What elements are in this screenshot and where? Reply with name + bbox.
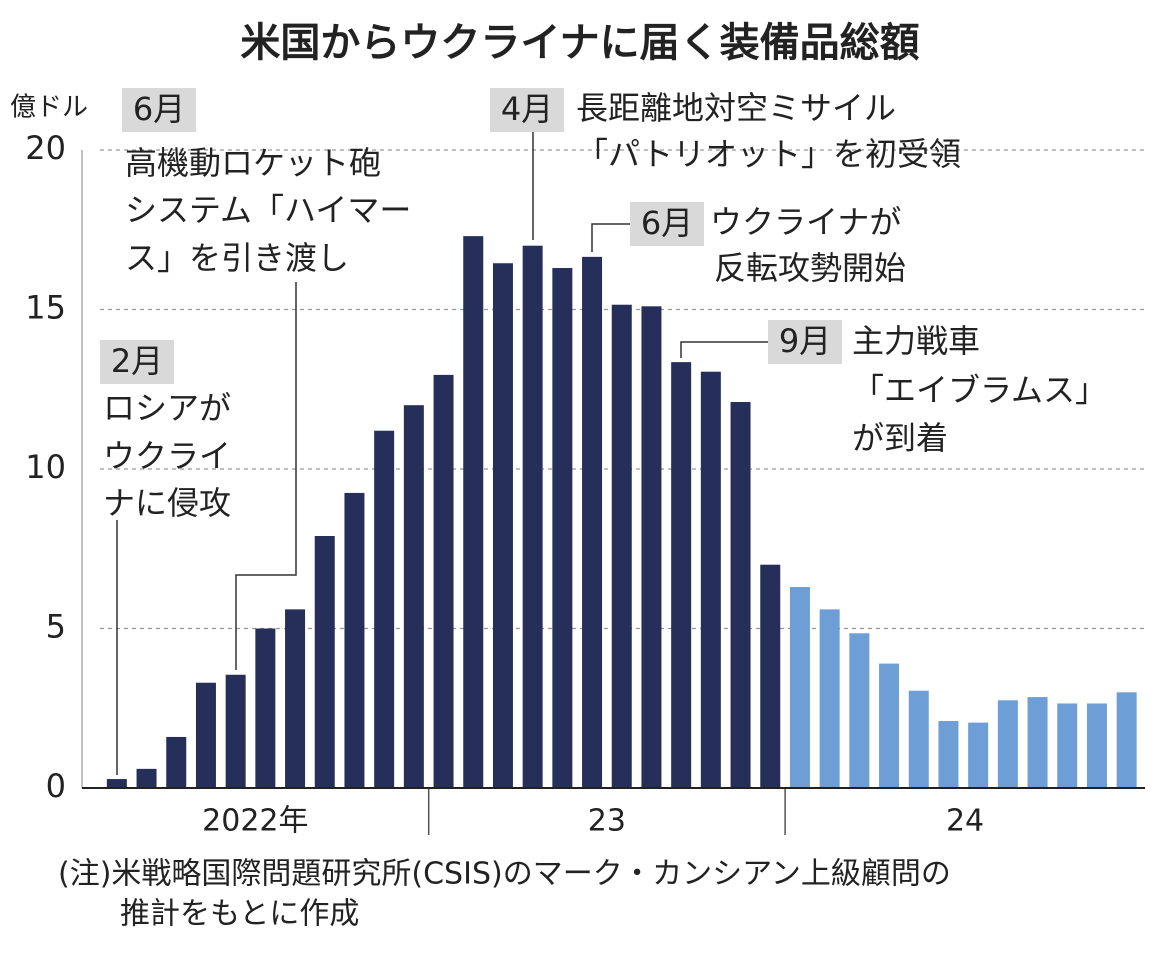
bar [968,722,989,788]
bar [166,736,187,788]
leader-line [591,223,630,252]
bar [374,430,395,788]
month-box [768,320,842,364]
annotation-text: 主力戦車 [852,322,980,360]
annotation-month: 2月 [111,342,163,380]
bar [314,535,335,788]
bar [611,304,632,788]
bar [938,721,959,788]
bar [285,609,306,788]
annotation-text: が到着 [852,419,948,457]
y-tick-label: 10 [25,448,66,486]
x-group-label: 24 [946,804,984,839]
annotation-text: 長距離地対空ミサイル [576,89,896,127]
bar [789,587,810,788]
y-tick-label: 20 [25,129,66,167]
annotation-text: ウクライナが [710,203,901,241]
bar [552,268,573,788]
month-box [100,340,174,384]
bar [255,628,276,788]
annotation-text: 「パトリオット」を初受領 [576,135,961,173]
bar [1057,703,1078,788]
bar [879,663,900,788]
y-unit: 億ドル [10,93,88,123]
leader-line [235,282,297,670]
annotation-text: ロシアが [103,389,231,427]
annotation-text: ウクライ [103,437,231,475]
bar [700,371,721,788]
y-tick-label: 15 [25,289,66,327]
annotation-month: 6月 [641,204,693,242]
annotation-text: システム「ハイマー [125,191,411,229]
bar [463,236,484,788]
y-tick-label: 0 [46,767,66,805]
annotation-month: 4月 [501,90,553,128]
bar [1116,692,1137,788]
annotation-text: ナに侵攻 [103,484,231,522]
bar [225,674,246,788]
bar [997,700,1018,788]
bar [760,564,781,788]
note: 推計をもとに作成 [120,897,359,932]
annotation-text: 「エイブラムス」 [852,371,1107,409]
bar [849,633,870,788]
month-box [490,88,564,132]
bar [492,263,513,788]
bar [522,245,543,788]
bar [671,362,692,788]
bar [136,768,157,788]
x-group-label: 23 [588,804,626,839]
x-group-label: 2022年 [202,804,308,839]
bar [195,682,216,788]
bar [106,779,127,788]
annotation-text: 高機動ロケット砲 [125,144,381,182]
bar [582,256,603,788]
bar [344,492,365,788]
month-box [630,202,704,246]
annotation-month: 6月 [133,90,185,128]
bar [1086,703,1107,788]
annotation-text: ス」を引き渡し [125,239,349,277]
bar [730,402,751,788]
note: (注)米戦略国際問題研究所(CSIS)のマーク・カンシアン上級顧問の [58,857,951,892]
annotation-month: 9月 [779,322,831,360]
bar [819,609,840,788]
month-box [122,88,196,132]
bar [908,690,929,788]
y-tick-label: 5 [46,608,66,646]
bar [641,306,662,788]
leader-line [680,341,768,358]
bar [433,374,454,788]
chart-title: 米国からウクライナに届く装備品総額 [240,20,919,66]
bar [403,405,424,788]
annotation-text: 反転攻勢開始 [714,249,906,287]
bar [1027,697,1048,788]
